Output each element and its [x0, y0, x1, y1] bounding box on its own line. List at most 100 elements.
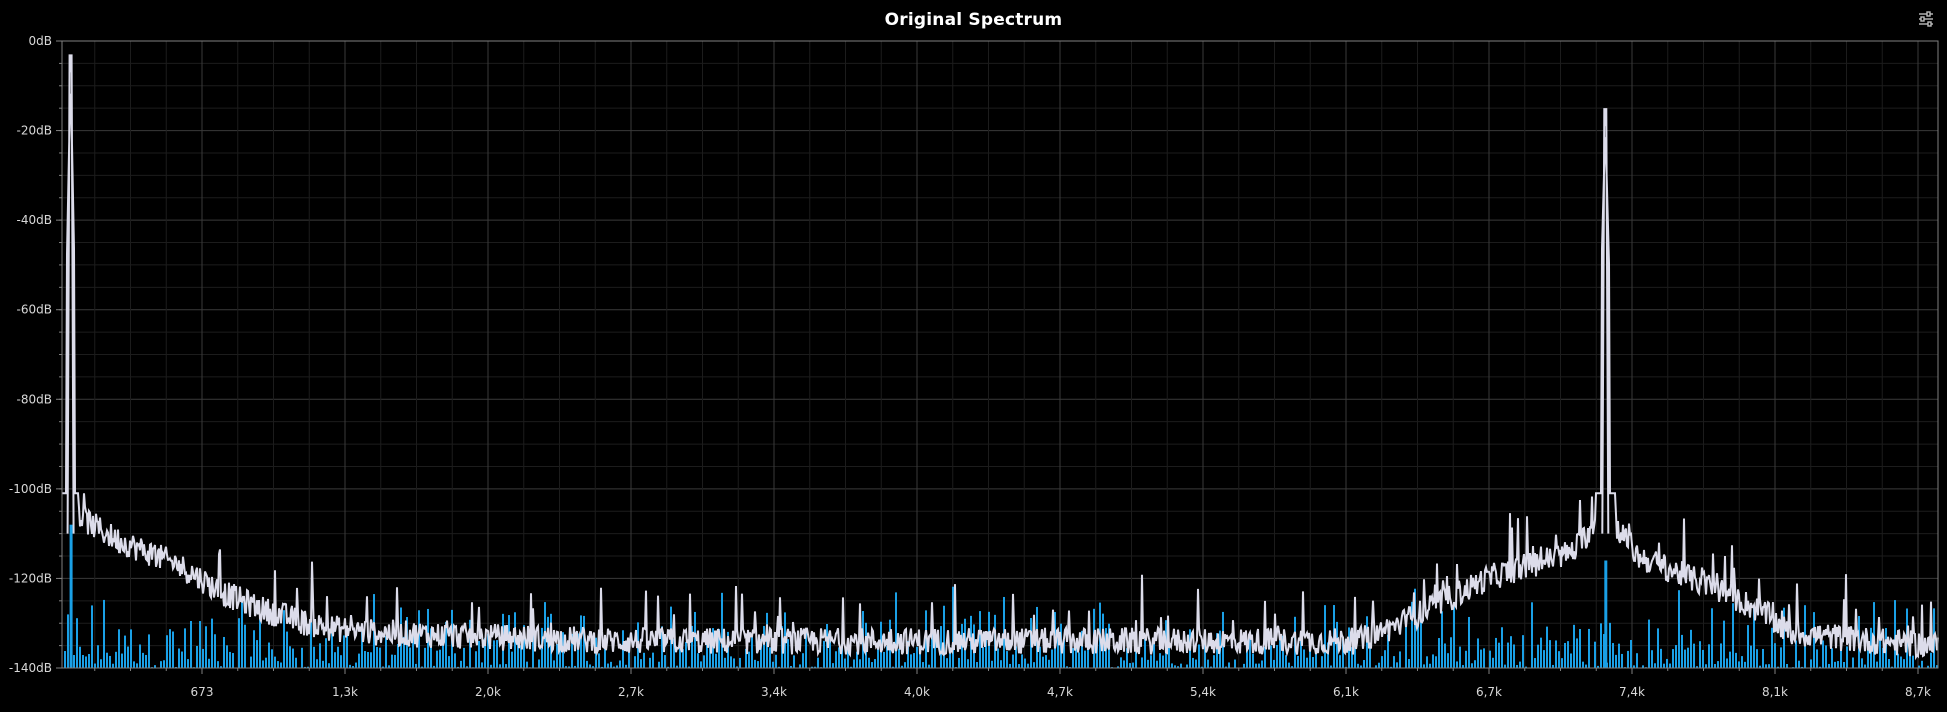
noise-bar: [385, 636, 387, 668]
noise-bar: [217, 661, 219, 668]
noise-bar: [262, 660, 264, 668]
noise-bar: [1702, 650, 1704, 668]
noise-bar: [1723, 621, 1725, 668]
noise-bar: [853, 659, 855, 668]
noise-bar: [1393, 656, 1395, 668]
noise-bar: [460, 661, 462, 668]
noise-bar: [319, 643, 321, 668]
noise-bar: [1006, 651, 1008, 668]
noise-bar: [1867, 648, 1869, 668]
noise-bar: [1522, 635, 1524, 668]
noise-bar: [1798, 661, 1800, 668]
x-tick-label: 8,1k: [1762, 685, 1788, 699]
noise-bar: [82, 655, 84, 668]
noise-bar: [190, 621, 192, 668]
noise-bar: [1459, 647, 1461, 668]
noise-bar: [1306, 658, 1308, 668]
noise-bar: [97, 645, 99, 668]
noise-bar: [1555, 640, 1557, 668]
noise-bar: [1825, 645, 1827, 668]
x-tick-label: 673: [191, 685, 214, 699]
noise-bar: [910, 654, 912, 668]
chart-grid: [62, 41, 1938, 668]
noise-bar: [739, 658, 741, 668]
noise-bar: [397, 644, 399, 668]
noise-bar: [256, 640, 258, 668]
noise-bar: [1561, 658, 1563, 668]
noise-bar: [463, 648, 465, 668]
noise-bar: [1042, 657, 1044, 668]
noise-bar: [1567, 641, 1569, 668]
noise-bar: [1048, 660, 1050, 668]
noise-bar: [1666, 659, 1668, 668]
noise-bar: [817, 658, 819, 668]
noise-bar: [1573, 625, 1575, 668]
noise-bar: [634, 656, 636, 668]
y-tick-label: -80dB: [17, 392, 52, 406]
noise-bar: [1756, 649, 1758, 668]
noise-bar: [1510, 636, 1512, 668]
noise-bar: [1072, 648, 1074, 668]
noise-bar: [1321, 656, 1323, 668]
noise-bar: [1816, 649, 1818, 668]
noise-bar: [505, 664, 507, 668]
noise-bar: [343, 635, 345, 668]
noise-bar: [1171, 663, 1173, 668]
noise-bar: [205, 626, 207, 668]
noise-bar: [274, 657, 276, 668]
noise-bar: [1921, 661, 1923, 668]
noise-bar: [301, 648, 303, 668]
noise-bar: [79, 647, 81, 668]
noise-bar: [967, 659, 969, 668]
noise-bar: [724, 658, 726, 668]
noise-bar: [1324, 605, 1326, 668]
noise-bar: [76, 618, 78, 668]
noise-bar: [1297, 656, 1299, 668]
noise-bar: [703, 655, 705, 668]
noise-bar: [1468, 617, 1470, 668]
noise-bar: [1876, 662, 1878, 668]
noise-bar: [271, 649, 273, 668]
noise-bar: [730, 656, 732, 668]
noise-bar: [1900, 657, 1902, 668]
noise-bar: [187, 659, 189, 668]
noise-bar: [1729, 652, 1731, 668]
noise-bar: [1888, 659, 1890, 668]
spectrum-line: [62, 54, 1938, 656]
noise-bar: [1141, 657, 1143, 668]
noise-bar: [1144, 639, 1146, 668]
noise-bar: [787, 639, 789, 668]
noise-bar: [1657, 628, 1659, 668]
noise-bar: [991, 661, 993, 668]
noise-bar: [1879, 637, 1881, 668]
noise-bar: [214, 634, 216, 668]
noise-bar: [280, 663, 282, 668]
noise-bar: [1477, 638, 1479, 668]
noise-bar: [1495, 638, 1497, 668]
noise-bar: [1264, 647, 1266, 668]
noise-bar: [1024, 659, 1026, 668]
noise-bar: [1513, 644, 1515, 668]
noise-bar: [1636, 653, 1638, 668]
noise-bar: [1378, 663, 1380, 668]
noise-bar: [178, 648, 180, 668]
noise-bar: [424, 648, 426, 668]
noise-bar: [1507, 643, 1509, 668]
noise-bar: [145, 655, 147, 668]
noise-bar: [916, 647, 918, 668]
noise-bar: [1312, 657, 1314, 668]
y-tick-label: -40dB: [17, 213, 52, 227]
noise-bar: [835, 651, 837, 668]
noise-bar: [442, 644, 444, 668]
noise-bar: [538, 659, 540, 668]
noise-bar: [115, 652, 117, 668]
noise-bar: [1450, 637, 1452, 668]
noise-bar: [1474, 660, 1476, 668]
noise-bar: [793, 655, 795, 668]
noise-bar: [1441, 611, 1443, 668]
x-tick-label: 2,7k: [618, 685, 644, 699]
noise-bar: [133, 661, 135, 668]
noise-bar: [1693, 644, 1695, 668]
noise-bar: [1315, 653, 1317, 668]
